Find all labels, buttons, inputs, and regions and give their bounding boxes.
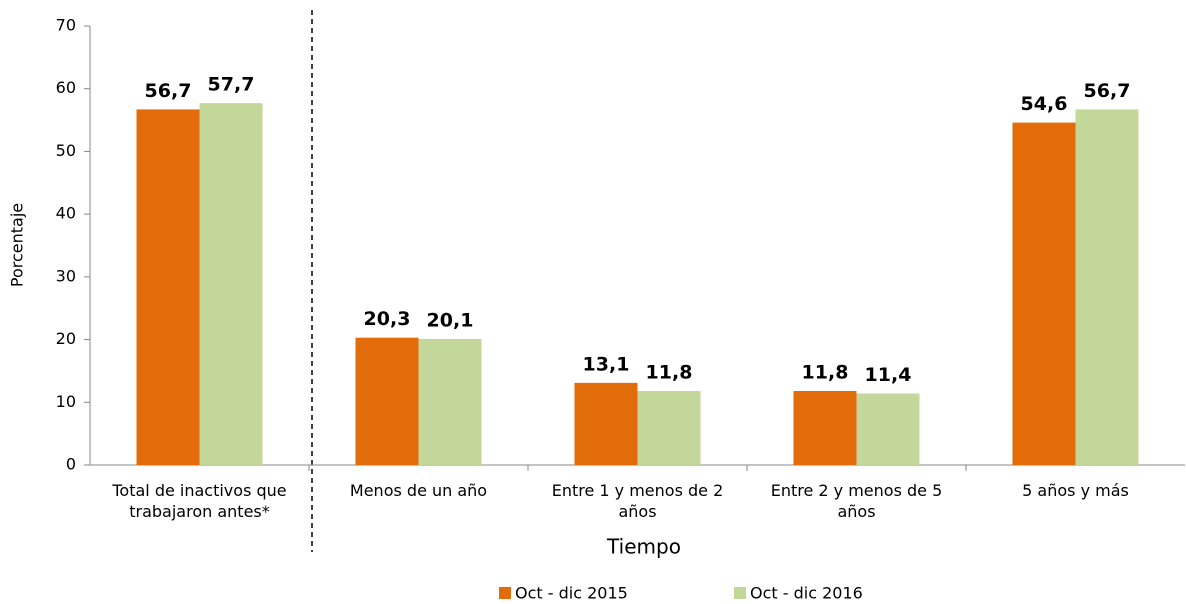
x-tick-label: Menos de un año — [349, 481, 488, 500]
legend-swatch — [734, 587, 746, 599]
legend-swatch — [499, 587, 511, 599]
bar — [199, 103, 263, 465]
bar — [793, 390, 857, 465]
data-label: 54,6 — [1021, 93, 1068, 115]
data-label: 11,8 — [802, 361, 849, 383]
data-label: 13,1 — [583, 353, 630, 375]
bar — [856, 393, 920, 465]
data-label: 56,7 — [1084, 80, 1131, 102]
legend-label: Oct - dic 2016 — [750, 584, 863, 603]
bar — [418, 338, 482, 465]
bar — [1075, 109, 1139, 465]
data-label: 11,8 — [646, 361, 693, 383]
data-label: 20,1 — [427, 309, 474, 331]
x-axis-title: Tiempo — [606, 535, 681, 559]
y-tick-label: 60 — [56, 78, 76, 97]
y-tick-label: 30 — [56, 266, 76, 285]
x-tick-label: Entre 2 y menos de 5 años — [770, 481, 943, 521]
y-tick-label: 70 — [56, 16, 76, 35]
bar — [574, 382, 638, 465]
bar — [355, 337, 419, 465]
y-tick-label: 10 — [56, 392, 76, 411]
bar — [637, 390, 701, 465]
data-label: 56,7 — [145, 80, 192, 102]
x-tick-label: Entre 1 y menos de 2 años — [551, 481, 724, 521]
bar — [1012, 122, 1076, 465]
x-tick-label: 5 años y más — [1022, 481, 1129, 500]
legend-label: Oct - dic 2015 — [515, 584, 628, 603]
y-tick-label: 50 — [56, 141, 76, 160]
y-tick-label: 40 — [56, 204, 76, 223]
x-tick-label: Total de inactivos que trabajaron antes* — [112, 481, 287, 521]
data-label: 57,7 — [208, 74, 255, 96]
y-tick-label: 0 — [66, 455, 76, 474]
y-axis-title: Porcentaje — [8, 203, 27, 287]
data-label: 20,3 — [364, 308, 411, 330]
y-tick-label: 20 — [56, 329, 76, 348]
bar — [136, 109, 200, 465]
data-label: 11,4 — [865, 364, 912, 386]
